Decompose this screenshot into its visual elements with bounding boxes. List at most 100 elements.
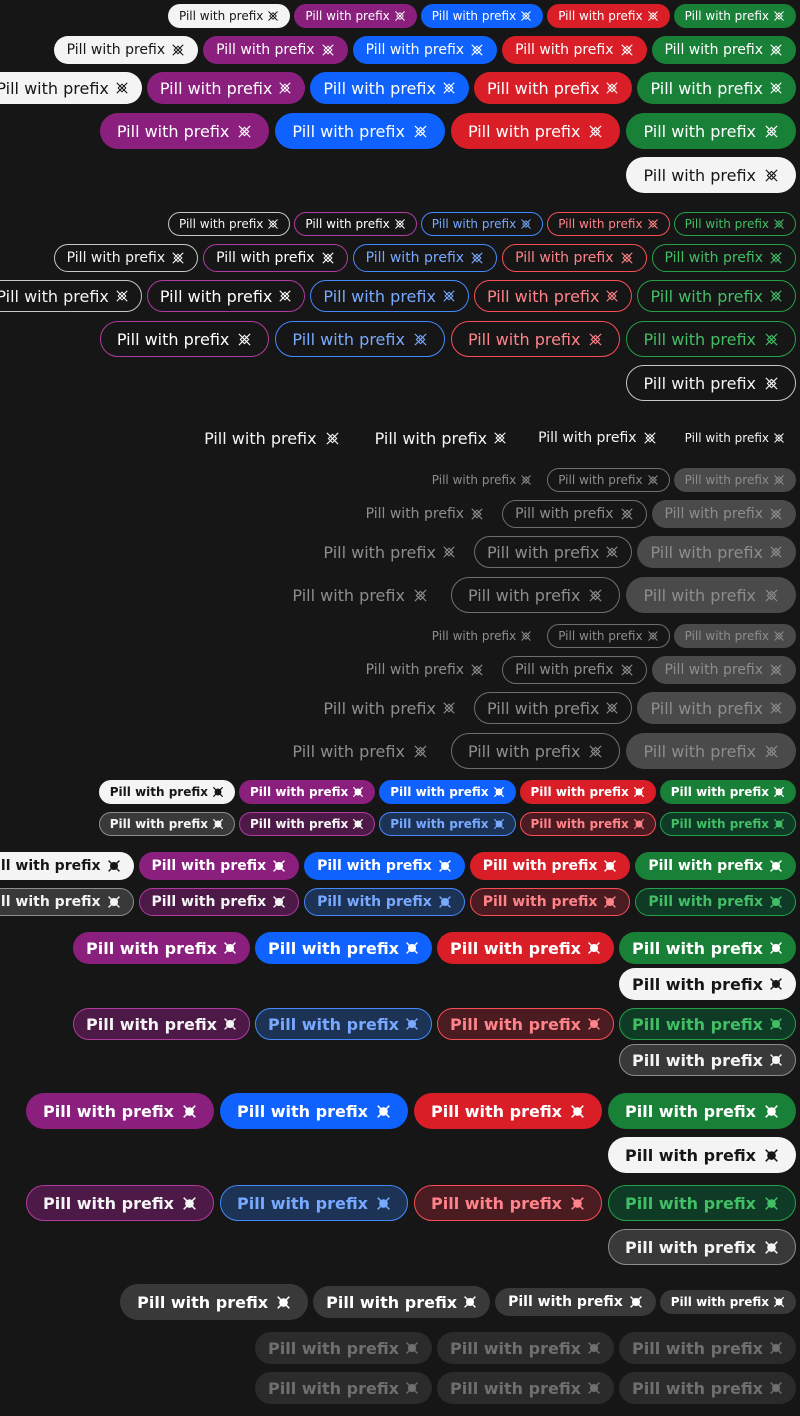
- close-circle-icon[interactable]: [405, 941, 419, 955]
- close-x-icon[interactable]: [769, 81, 783, 95]
- pill-with-prefix[interactable]: Pill with prefix: [310, 280, 469, 312]
- pill-with-prefix[interactable]: Pill with prefix: [352, 36, 498, 64]
- close-x-icon[interactable]: [773, 630, 785, 642]
- pill-with-prefix[interactable]: Pill with prefix: [651, 500, 796, 528]
- close-x-icon[interactable]: [764, 744, 779, 759]
- close-x-icon[interactable]: [620, 43, 634, 57]
- close-circle-icon[interactable]: [769, 859, 783, 873]
- pill-with-prefix[interactable]: Pill with prefix: [310, 536, 469, 568]
- pill-with-prefix[interactable]: Pill with prefix: [619, 968, 796, 1000]
- pill-with-prefix[interactable]: Pill with prefix: [619, 1044, 796, 1076]
- close-x-icon[interactable]: [278, 81, 292, 95]
- close-circle-icon[interactable]: [182, 1104, 197, 1119]
- close-circle-icon[interactable]: [493, 818, 505, 830]
- pill-with-prefix[interactable]: Pill with prefix: [450, 321, 621, 357]
- pill-with-prefix[interactable]: Pill with prefix: [0, 888, 134, 916]
- pill-with-prefix[interactable]: Pill with prefix: [353, 500, 497, 528]
- pill-with-prefix[interactable]: Pill with prefix: [659, 1290, 796, 1314]
- close-circle-icon[interactable]: [438, 859, 452, 873]
- close-x-icon[interactable]: [769, 507, 783, 521]
- pill-with-prefix[interactable]: Pill with prefix: [0, 280, 142, 312]
- close-x-icon[interactable]: [769, 701, 783, 715]
- pill-with-prefix[interactable]: Pill with prefix: [473, 536, 633, 568]
- close-x-icon[interactable]: [773, 218, 785, 230]
- pill-with-prefix[interactable]: Pill with prefix: [146, 280, 306, 312]
- close-x-icon[interactable]: [764, 332, 779, 347]
- pill-with-prefix[interactable]: Pill with prefix: [619, 1008, 796, 1040]
- pill-with-prefix[interactable]: Pill with prefix: [673, 468, 796, 492]
- pill-with-prefix[interactable]: Pill with prefix: [626, 157, 796, 193]
- pill-with-prefix[interactable]: Pill with prefix: [450, 113, 621, 149]
- pill-with-prefix[interactable]: Pill with prefix: [187, 420, 357, 456]
- pill-with-prefix[interactable]: Pill with prefix: [619, 932, 796, 964]
- pill-with-prefix[interactable]: Pill with prefix: [255, 1372, 432, 1404]
- pill-with-prefix[interactable]: Pill with prefix: [421, 468, 543, 492]
- pill-with-prefix[interactable]: Pill with prefix: [275, 733, 445, 769]
- close-x-icon[interactable]: [470, 507, 484, 521]
- close-circle-icon[interactable]: [352, 818, 364, 830]
- pill-with-prefix[interactable]: Pill with prefix: [547, 468, 670, 492]
- close-x-icon[interactable]: [620, 251, 634, 265]
- pill-with-prefix[interactable]: Pill with prefix: [421, 624, 543, 648]
- pill-with-prefix[interactable]: Pill with prefix: [99, 321, 270, 357]
- close-x-icon[interactable]: [413, 332, 428, 347]
- close-circle-icon[interactable]: [272, 895, 286, 909]
- close-circle-icon[interactable]: [405, 1381, 419, 1395]
- pill-with-prefix[interactable]: Pill with prefix: [0, 852, 134, 880]
- close-circle-icon[interactable]: [769, 941, 783, 955]
- close-x-icon[interactable]: [773, 10, 785, 22]
- pill-with-prefix[interactable]: Pill with prefix: [626, 321, 796, 357]
- pill-with-prefix[interactable]: Pill with prefix: [473, 72, 633, 104]
- pill-with-prefix[interactable]: Pill with prefix: [450, 577, 621, 613]
- pill-with-prefix[interactable]: Pill with prefix: [673, 4, 796, 28]
- close-circle-icon[interactable]: [764, 1240, 779, 1255]
- close-x-icon[interactable]: [588, 332, 603, 347]
- close-x-icon[interactable]: [115, 289, 129, 303]
- close-circle-icon[interactable]: [603, 895, 617, 909]
- close-circle-icon[interactable]: [773, 1296, 785, 1308]
- pill-with-prefix[interactable]: Pill with prefix: [637, 536, 796, 568]
- close-circle-icon[interactable]: [107, 859, 121, 873]
- pill-with-prefix[interactable]: Pill with prefix: [608, 1229, 796, 1265]
- close-x-icon[interactable]: [588, 744, 603, 759]
- close-x-icon[interactable]: [267, 218, 279, 230]
- close-x-icon[interactable]: [171, 43, 185, 57]
- pill-with-prefix[interactable]: Pill with prefix: [502, 36, 647, 64]
- close-circle-icon[interactable]: [376, 1196, 391, 1211]
- pill-with-prefix[interactable]: Pill with prefix: [26, 1093, 214, 1129]
- close-x-icon[interactable]: [394, 10, 406, 22]
- close-x-icon[interactable]: [325, 431, 340, 446]
- close-circle-icon[interactable]: [405, 1341, 419, 1355]
- pill-with-prefix[interactable]: Pill with prefix: [626, 733, 796, 769]
- pill-with-prefix[interactable]: Pill with prefix: [547, 212, 670, 236]
- close-circle-icon[interactable]: [603, 859, 617, 873]
- close-x-icon[interactable]: [620, 663, 634, 677]
- pill-with-prefix[interactable]: Pill with prefix: [220, 1093, 408, 1129]
- close-circle-icon[interactable]: [272, 859, 286, 873]
- close-circle-icon[interactable]: [276, 1295, 291, 1310]
- pill-with-prefix[interactable]: Pill with prefix: [637, 692, 796, 724]
- pill-with-prefix[interactable]: Pill with prefix: [469, 852, 631, 880]
- close-x-icon[interactable]: [620, 507, 634, 521]
- pill-with-prefix[interactable]: Pill with prefix: [275, 113, 445, 149]
- pill-with-prefix[interactable]: Pill with prefix: [310, 72, 469, 104]
- close-x-icon[interactable]: [442, 289, 456, 303]
- close-x-icon[interactable]: [769, 251, 783, 265]
- close-x-icon[interactable]: [605, 701, 619, 715]
- pill-with-prefix[interactable]: Pill with prefix: [635, 888, 796, 916]
- close-x-icon[interactable]: [647, 474, 659, 486]
- pill-with-prefix[interactable]: Pill with prefix: [420, 212, 544, 236]
- close-x-icon[interactable]: [520, 218, 532, 230]
- pill-with-prefix[interactable]: Pill with prefix: [437, 1008, 614, 1040]
- pill-with-prefix[interactable]: Pill with prefix: [98, 812, 235, 836]
- close-x-icon[interactable]: [605, 81, 619, 95]
- close-x-icon[interactable]: [605, 545, 619, 559]
- close-x-icon[interactable]: [605, 289, 619, 303]
- pill-with-prefix[interactable]: Pill with prefix: [304, 888, 465, 916]
- pill-with-prefix[interactable]: Pill with prefix: [53, 244, 199, 272]
- close-circle-icon[interactable]: [764, 1104, 779, 1119]
- close-circle-icon[interactable]: [633, 818, 645, 830]
- close-circle-icon[interactable]: [223, 941, 237, 955]
- close-circle-icon[interactable]: [769, 895, 783, 909]
- pill-with-prefix[interactable]: Pill with prefix: [220, 1185, 408, 1221]
